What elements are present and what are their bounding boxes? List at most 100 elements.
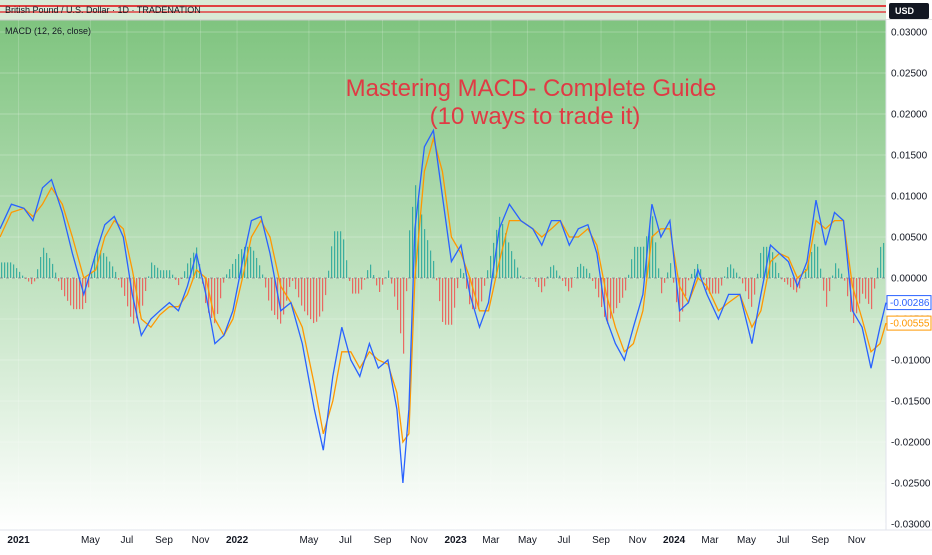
signal-line xyxy=(0,136,887,444)
histogram-bar xyxy=(58,278,60,282)
histogram-bar xyxy=(121,278,123,288)
histogram-bar xyxy=(145,278,147,292)
histogram-bar xyxy=(274,278,276,315)
histogram-bar xyxy=(391,278,393,284)
histogram-bar xyxy=(313,278,315,324)
histogram-bar xyxy=(784,278,786,282)
x-tick-label: Sep xyxy=(374,535,392,546)
histogram-bar xyxy=(580,263,582,278)
histogram-bar xyxy=(301,278,303,306)
histogram-bar xyxy=(259,265,261,278)
histogram-bar xyxy=(325,278,327,296)
histogram-bar xyxy=(775,262,777,278)
histogram-bar xyxy=(400,278,402,334)
histogram-bar xyxy=(262,274,264,278)
x-tick-label: 2021 xyxy=(7,535,30,546)
histogram-bar xyxy=(217,278,219,314)
histogram-bar xyxy=(76,278,78,310)
x-tick-label: Jul xyxy=(777,535,790,546)
histogram-bar xyxy=(460,268,462,278)
histogram-bar xyxy=(109,261,111,278)
x-tick-label: 2024 xyxy=(663,535,686,546)
histogram-bar xyxy=(505,233,507,278)
histogram-bar xyxy=(802,278,804,279)
histogram-bar xyxy=(322,278,324,312)
indicator-label[interactable]: MACD (12, 26, close) xyxy=(5,26,91,36)
histogram-bar xyxy=(652,216,654,278)
symbol-label: British Pound / U.S. Dollar · 1D · TRADE… xyxy=(5,5,201,15)
histogram-bar xyxy=(679,278,681,322)
histogram-bar xyxy=(736,272,738,278)
histogram-bar xyxy=(715,278,717,294)
histogram-bar xyxy=(667,272,669,278)
histogram-bar xyxy=(49,258,51,278)
x-tick-label: May xyxy=(299,535,318,546)
histogram-bar xyxy=(643,246,645,278)
histogram-bar xyxy=(160,270,162,278)
y-tick-label: 0.00500 xyxy=(891,233,928,244)
histogram-bar xyxy=(247,246,249,278)
x-tick-label: May xyxy=(518,535,537,546)
signal-last-value-badge-bg xyxy=(886,315,932,331)
histogram-bar xyxy=(760,252,762,278)
x-tick-label: Sep xyxy=(592,535,610,546)
histogram-bar xyxy=(865,278,867,299)
histogram-bar xyxy=(37,269,39,278)
histogram-bar xyxy=(130,278,132,317)
histogram-bar xyxy=(832,275,834,278)
x-tick-label: Sep xyxy=(155,535,173,546)
histogram-bar xyxy=(424,229,426,278)
currency-button[interactable]: USD xyxy=(895,6,915,16)
x-tick-label: Jul xyxy=(558,535,571,546)
histogram-bar xyxy=(91,271,93,278)
histogram-bar xyxy=(445,278,447,325)
histogram-bar xyxy=(340,231,342,278)
macd-last-value-badge: -0.00286 xyxy=(890,298,930,309)
histogram-bar xyxy=(685,278,687,296)
histogram-bar xyxy=(436,278,438,281)
histogram-bar xyxy=(757,273,759,278)
histogram-bar xyxy=(829,278,831,292)
histogram-bar xyxy=(664,278,666,283)
currency-button-bg[interactable] xyxy=(889,3,929,19)
histogram-bar xyxy=(364,278,366,280)
histogram-bar xyxy=(82,278,84,310)
y-tick-label: -0.02000 xyxy=(891,438,931,449)
histogram-bar xyxy=(79,278,81,310)
signal-last-value-badge: -0.00555 xyxy=(890,319,930,330)
histogram-bar xyxy=(517,267,519,278)
histogram-bar xyxy=(553,265,555,278)
x-tick-label: Nov xyxy=(848,535,866,546)
histogram-bar xyxy=(142,278,144,306)
price-axis[interactable] xyxy=(886,20,932,530)
y-tick-label: 0.02500 xyxy=(891,69,928,80)
histogram-bar xyxy=(778,273,780,278)
histogram-bar xyxy=(304,278,306,312)
histogram-bar xyxy=(541,278,543,293)
histogram-bar xyxy=(178,278,180,286)
histogram-bar xyxy=(712,278,714,294)
histogram-bar xyxy=(655,242,657,278)
histogram-bar xyxy=(550,266,552,278)
histogram-bar xyxy=(877,267,879,278)
histogram-bar xyxy=(307,278,309,316)
histogram-bar xyxy=(871,278,873,310)
histogram-bar xyxy=(256,257,258,278)
histogram-bar xyxy=(583,266,585,278)
histogram-bar xyxy=(571,278,573,288)
histogram-bar xyxy=(295,278,297,290)
histogram-bar xyxy=(862,278,864,294)
histogram-bar xyxy=(229,269,231,278)
histogram-bar xyxy=(397,278,399,310)
histogram-bar xyxy=(670,263,672,278)
histogram-bar xyxy=(637,246,639,278)
histogram-bar xyxy=(559,275,561,278)
histogram-bar xyxy=(376,278,378,286)
histogram-bar xyxy=(292,278,294,281)
histogram-bar xyxy=(601,278,603,308)
histogram-bar xyxy=(415,185,417,278)
histogram-bar xyxy=(337,231,339,278)
time-axis[interactable] xyxy=(0,530,932,550)
